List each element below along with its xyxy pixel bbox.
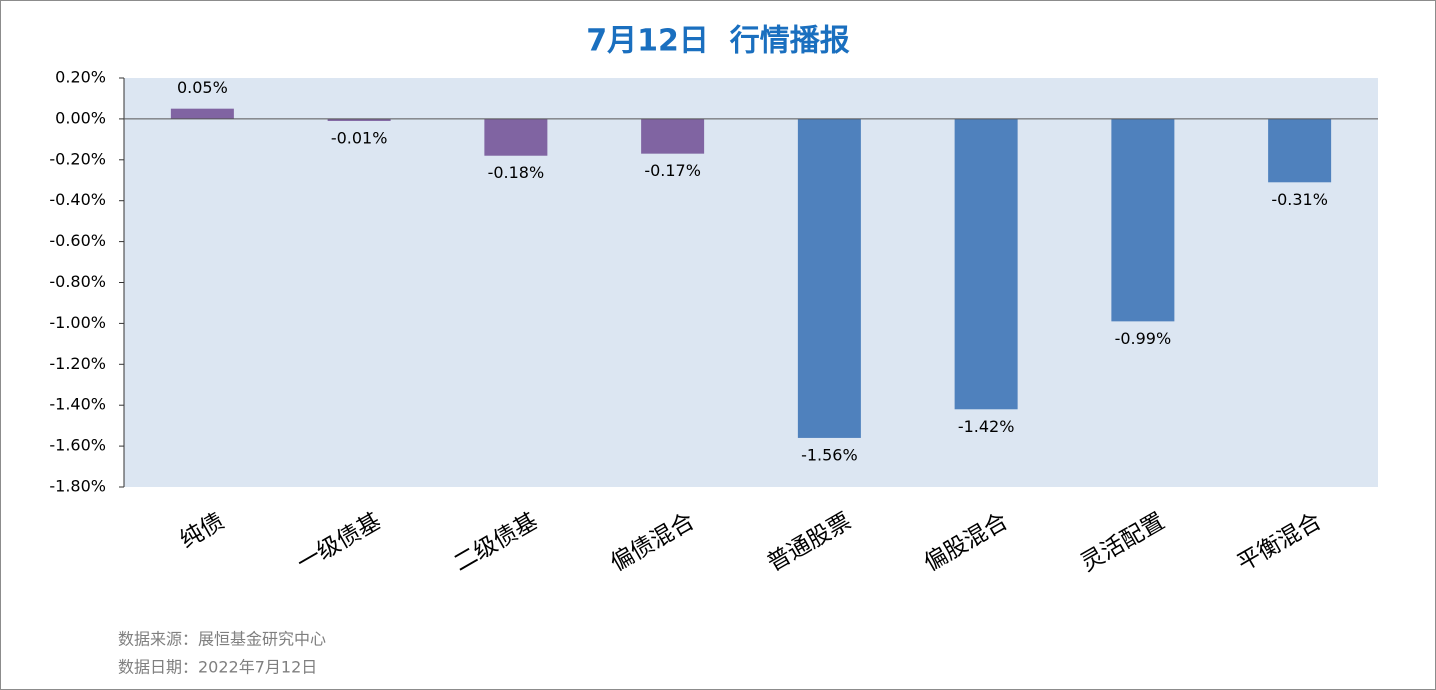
value-label: -0.18% xyxy=(488,163,545,182)
value-label: -0.01% xyxy=(331,128,388,147)
value-label: -0.17% xyxy=(644,161,701,180)
y-tick-label: -1.40% xyxy=(49,395,106,414)
value-label: -0.31% xyxy=(1271,190,1328,209)
bar xyxy=(327,118,391,121)
value-label: -1.56% xyxy=(801,445,858,464)
bar xyxy=(170,108,234,119)
y-tick-label: -0.40% xyxy=(49,190,106,209)
bar xyxy=(954,118,1018,410)
plot-area xyxy=(124,78,1378,487)
chart-title: 7月12日 行情播报 xyxy=(586,24,850,59)
y-tick-label: -1.60% xyxy=(49,436,106,455)
source-note: 数据来源：展恒基金研究中心 xyxy=(118,630,326,649)
bar xyxy=(484,118,548,156)
bar xyxy=(641,118,705,154)
value-label: -0.99% xyxy=(1115,329,1172,348)
value-label: -1.42% xyxy=(958,417,1015,436)
y-tick-label: -0.20% xyxy=(49,149,106,168)
y-tick-label: -1.80% xyxy=(49,477,106,496)
y-tick-label: -1.20% xyxy=(49,354,106,373)
y-tick-label: -0.60% xyxy=(49,231,106,250)
bar xyxy=(1268,118,1332,183)
value-label: 0.05% xyxy=(177,78,228,97)
bar xyxy=(797,118,861,438)
y-tick-label: 0.00% xyxy=(55,108,106,127)
y-tick-label: -1.00% xyxy=(49,313,106,332)
y-tick-label: 0.20% xyxy=(55,68,106,87)
y-tick-label: -0.80% xyxy=(49,272,106,291)
date-note: 数据日期：2022年7月12日 xyxy=(118,658,317,677)
bar xyxy=(1111,118,1175,322)
